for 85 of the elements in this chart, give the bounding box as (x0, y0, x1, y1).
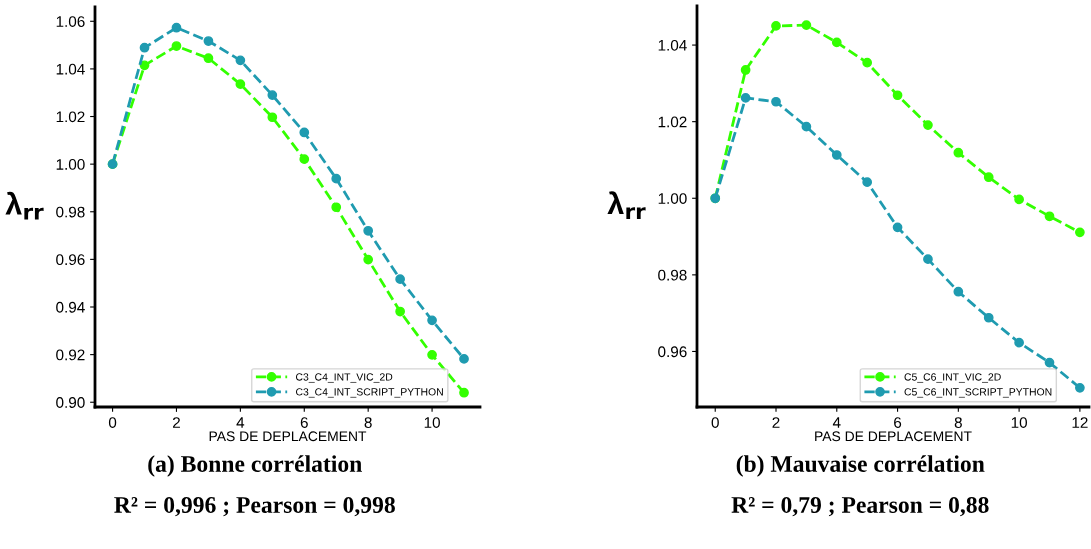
point (267, 112, 278, 123)
point (267, 90, 278, 100)
x-tick-label: 8 (954, 417, 962, 428)
y-tick-label: 1.02 (56, 111, 85, 123)
x-tick-label: 12 (1072, 417, 1088, 428)
x-tick-label: 0 (108, 417, 117, 428)
point (203, 36, 214, 46)
y-tick-label: 1.00 (56, 159, 85, 170)
text: R² = 0,996 ; Pearson = 0,998 (114, 496, 395, 517)
x-tick-label: 10 (1011, 417, 1028, 428)
y-tick-label: 1.04 (658, 39, 687, 51)
point (171, 41, 182, 51)
point (862, 177, 873, 188)
point (331, 173, 342, 184)
point (740, 93, 751, 103)
point (892, 222, 903, 233)
y-tick-label: 0.98 (56, 206, 85, 218)
point (235, 55, 246, 66)
x-tick-label: 0 (711, 417, 719, 428)
x-tick-label: 2 (772, 417, 780, 428)
point (459, 387, 469, 398)
text: (a) Bonne corrélation (148, 455, 362, 477)
y-tick-label: 0.98 (658, 269, 687, 281)
point (427, 349, 437, 360)
point (1075, 382, 1085, 393)
point (771, 96, 781, 107)
point (139, 42, 150, 53)
point (740, 65, 751, 75)
x-tick-label: 2 (172, 417, 180, 428)
point (1014, 337, 1024, 348)
point (139, 60, 150, 71)
point (427, 315, 437, 326)
point (1044, 211, 1055, 222)
point (459, 354, 469, 364)
point (1075, 227, 1085, 238)
x-axis-title: PAS DE DEPLACEMENT (209, 431, 367, 442)
legend-label: C5_C6_INT_SCRIPT_PYTHON (904, 388, 1052, 398)
point (395, 306, 405, 317)
y-tick-label: 0.94 (56, 301, 85, 313)
legend-label: C3_C4_INT_SCRIPT_PYTHON (296, 388, 443, 398)
point (923, 254, 933, 265)
point (831, 37, 842, 48)
point (983, 172, 994, 183)
legend-label: C3_C4_INT_VIC_2D (296, 373, 393, 383)
point (953, 147, 964, 158)
x-tick-label: 6 (894, 417, 902, 428)
y-tick-label: 1.06 (56, 16, 85, 27)
text: R² = 0,79 ; Pearson = 0,88 (731, 496, 989, 517)
y-tick-label: 0.96 (56, 254, 85, 266)
point (363, 225, 374, 236)
point (862, 57, 873, 68)
point (1044, 357, 1055, 368)
point (892, 90, 903, 101)
x-tick-label: 10 (424, 417, 440, 428)
x-axis-title: PAS DE DEPLACEMENT (815, 431, 972, 442)
point (363, 254, 374, 265)
x-tick-label: 4 (832, 417, 841, 428)
point (171, 22, 182, 33)
point (771, 21, 781, 31)
y-tick-label: 1.02 (658, 116, 687, 128)
legend-label: C5_C6_INT_VIC_2D (904, 373, 1001, 383)
point (203, 53, 214, 64)
x-tick-label: 8 (364, 417, 372, 428)
point (331, 202, 342, 213)
point (983, 312, 994, 323)
text: (b) Mauvaise corrélation (736, 455, 985, 477)
y-tick-label: 0.92 (56, 349, 85, 361)
point (299, 154, 310, 165)
y-tick-label: 1.00 (658, 193, 687, 204)
point (235, 79, 246, 90)
x-tick-label: 4 (236, 417, 245, 428)
y-axis-title: λ$_{rr}$ (607, 191, 646, 220)
point (1014, 194, 1024, 205)
y-tick-label: 1.04 (56, 63, 85, 75)
point (299, 127, 310, 138)
x-tick-label: 6 (300, 417, 308, 428)
point (801, 20, 812, 31)
point (953, 286, 964, 297)
y-tick-label: 0.90 (56, 397, 85, 408)
point (831, 150, 842, 160)
point (923, 120, 933, 130)
point (801, 121, 812, 132)
y-tick-label: 0.96 (658, 346, 687, 358)
y-axis-title: λ$_{rr}$ (5, 191, 44, 220)
point (395, 274, 405, 285)
